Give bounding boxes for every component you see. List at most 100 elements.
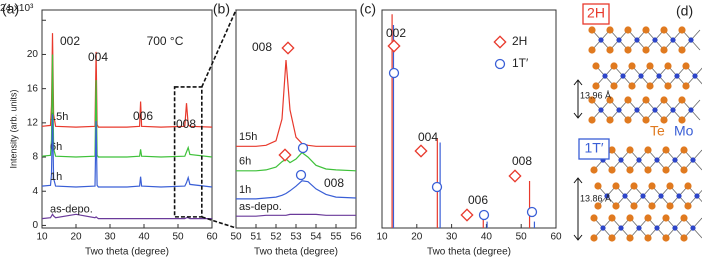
annotation: 004	[418, 130, 438, 144]
arrow-head	[573, 79, 583, 86]
phase-marker	[387, 39, 401, 53]
te-atom	[626, 166, 634, 174]
phase-marker	[297, 142, 309, 154]
phase-box	[578, 138, 610, 160]
annotation: 008	[176, 117, 196, 131]
mo-atom	[690, 225, 696, 231]
annotation: 006	[468, 193, 488, 207]
panel-label: (b)	[213, 1, 230, 17]
mo-atom	[640, 193, 646, 199]
te-atom	[610, 62, 618, 70]
data-line	[236, 59, 356, 147]
plot-frame	[41, 9, 213, 229]
data-line	[41, 213, 212, 220]
mo-atom	[616, 107, 622, 113]
phase-marker	[388, 67, 400, 79]
series-label: 1h	[239, 184, 251, 196]
series-label: 6h	[239, 156, 251, 168]
y-tick-label: 16	[27, 83, 39, 94]
series-label: 15h	[239, 131, 257, 143]
panel-label: (a)	[2, 1, 19, 17]
te-atom	[662, 146, 670, 154]
mo-atom	[618, 157, 624, 163]
mo-atom	[652, 37, 658, 43]
data-line	[41, 114, 213, 188]
te-atom	[630, 202, 638, 210]
te-atom	[648, 202, 656, 210]
te-atom	[590, 214, 598, 222]
panel-label: (d)	[676, 3, 693, 19]
te-atom	[592, 82, 600, 90]
te-atom	[680, 146, 688, 154]
te-atom	[680, 214, 688, 222]
x-axis-label: Two theta (degree)	[254, 247, 338, 258]
te-atom	[646, 62, 654, 70]
annotation: 008	[252, 40, 272, 54]
te-atom	[642, 46, 650, 54]
te-atom	[606, 116, 614, 124]
legend-label: 1T′	[512, 56, 529, 70]
mo-atom	[674, 73, 680, 79]
phase-box	[582, 3, 610, 25]
te-atom	[628, 62, 636, 70]
mo-atom	[622, 193, 628, 199]
te-atom	[678, 116, 686, 124]
y-tick-label: 0	[32, 220, 38, 231]
te-atom	[606, 96, 614, 104]
annotation: 008	[512, 154, 532, 168]
structure-diagram	[573, 26, 702, 242]
mo-atom	[688, 107, 694, 113]
series-label: 15h	[50, 111, 68, 123]
te-atom	[606, 46, 614, 54]
te-atom	[660, 26, 668, 34]
te-atom	[624, 46, 632, 54]
x-tick-label: 55	[330, 232, 342, 243]
series-label: 1h	[50, 171, 62, 183]
te-atom	[662, 166, 670, 174]
y-tick-label: 20	[27, 49, 39, 60]
phase-label: 1T′	[585, 140, 604, 156]
x-tick-label: 53	[290, 232, 302, 243]
te-atom	[648, 182, 656, 190]
mo-atom	[602, 73, 608, 79]
x-tick-label: 56	[350, 232, 362, 243]
x-tick-label: 60	[550, 232, 562, 243]
data-line	[41, 54, 213, 158]
te-atom	[592, 62, 600, 70]
zoom-box	[173, 86, 203, 218]
te-atom	[662, 214, 670, 222]
mo-atom	[656, 73, 662, 79]
x-tick-label: 52	[270, 232, 282, 243]
phase-marker	[295, 169, 307, 181]
mo-atom	[604, 193, 610, 199]
x-axis-label: Two theta (degree)	[427, 247, 511, 258]
x-axis-label: Two theta (degree)	[85, 247, 169, 258]
x-tick-label: 40	[481, 232, 493, 243]
mo-atom	[634, 37, 640, 43]
annotation: 002	[386, 26, 406, 40]
mo-atom	[652, 107, 658, 113]
te-atom	[662, 234, 670, 242]
arrow-head	[573, 234, 583, 241]
data-line	[236, 213, 356, 217]
atom-label: Mo	[674, 123, 694, 139]
mo-atom	[672, 225, 678, 231]
spacing-label: 13.96 Å	[580, 90, 611, 100]
te-atom	[588, 46, 596, 54]
mo-atom	[620, 73, 626, 79]
te-atom	[644, 214, 652, 222]
mo-atom	[694, 193, 700, 199]
mo-atom	[672, 157, 678, 163]
te-atom	[624, 96, 632, 104]
mo-atom	[654, 157, 660, 163]
mo-atom	[692, 73, 698, 79]
te-atom	[644, 166, 652, 174]
annotation: 700 °C	[147, 34, 184, 48]
x-tick-label: 40	[138, 232, 150, 243]
annotation: 002	[60, 34, 80, 48]
te-atom	[682, 82, 690, 90]
te-atom	[646, 82, 654, 90]
mo-atom	[638, 73, 644, 79]
te-atom	[590, 234, 598, 242]
